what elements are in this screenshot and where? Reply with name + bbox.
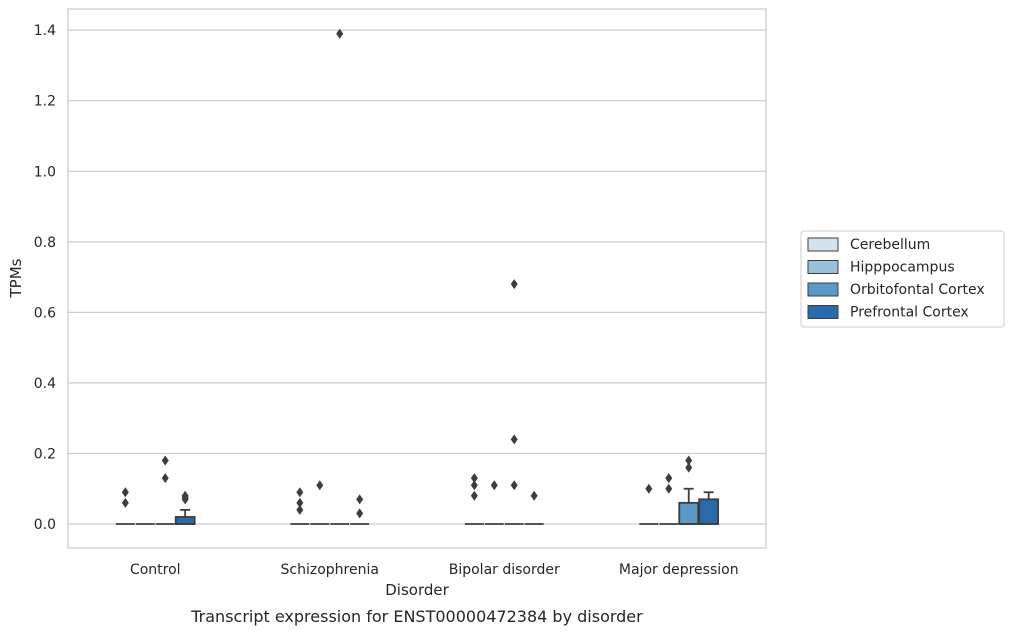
legend-label: Hipppocampus xyxy=(850,260,955,276)
outlier-point xyxy=(316,480,324,491)
y-tick-label: 1.2 xyxy=(34,94,56,110)
outlier-point xyxy=(296,487,304,498)
y-tick-label: 1.4 xyxy=(34,23,56,39)
y-tick-label: 0.4 xyxy=(34,376,56,392)
chart-caption: Transcript expression for ENST0000047238… xyxy=(190,607,643,626)
outlier-point xyxy=(336,28,344,39)
y-tick-label: 0.6 xyxy=(34,305,56,321)
outlier-point xyxy=(665,483,673,494)
outlier-point xyxy=(121,487,129,498)
box-2-3 xyxy=(678,487,700,525)
box-body xyxy=(678,501,700,525)
outlier-point xyxy=(470,473,478,484)
outlier-point xyxy=(510,480,518,491)
legend-label: Orbitofontal Cortex xyxy=(850,282,985,298)
gridlines xyxy=(68,29,766,525)
outlier-point xyxy=(356,494,364,505)
legend: Cerebellum Hipppocampus Orbitofontal Corte… xyxy=(800,230,1005,328)
x-tick-label: Bipolar disorder xyxy=(449,562,560,578)
outlier-point xyxy=(685,462,693,473)
x-tick-label: Control xyxy=(130,562,181,578)
outlier-point xyxy=(645,483,653,494)
outlier-point xyxy=(161,473,169,484)
y-tick-label: 1.0 xyxy=(34,164,56,180)
legend-swatch xyxy=(807,237,839,252)
y-axis-label: TPMs xyxy=(7,258,25,298)
box-3-3 xyxy=(698,491,720,525)
plot-frame xyxy=(67,8,767,549)
legend-label: Cerebellum xyxy=(850,237,930,253)
boxes xyxy=(115,487,720,525)
legend-swatch xyxy=(807,260,839,274)
legend-label: Prefrontal Cortex xyxy=(850,305,969,321)
outlier-point xyxy=(510,434,518,445)
outlier-point xyxy=(181,490,189,501)
x-axis-label: Disorder xyxy=(385,581,449,599)
legend-frame xyxy=(800,230,1005,328)
box-body xyxy=(174,516,196,525)
outliers xyxy=(121,28,693,519)
outlier-point xyxy=(665,473,673,484)
outlier-point xyxy=(356,508,364,519)
outlier-point xyxy=(161,455,169,466)
legend-swatch xyxy=(807,305,839,319)
outlier-point xyxy=(470,490,478,501)
outlier-point xyxy=(530,490,538,501)
y-tick-label: 0.2 xyxy=(34,446,56,462)
outlier-point xyxy=(510,279,518,290)
outlier-point xyxy=(121,497,129,508)
x-tick-label: Schizophrenia xyxy=(281,562,379,578)
outlier-point xyxy=(685,455,693,466)
box-3-0 xyxy=(174,509,196,525)
legend-swatch xyxy=(807,282,839,297)
outlier-point xyxy=(296,504,304,515)
x-tick-label: Major depression xyxy=(619,562,739,578)
outlier-point xyxy=(296,497,304,508)
x-tick-labels: Control Schizophrenia Bipolar disorder Majo… xyxy=(130,562,739,578)
y-tick-label: 0.8 xyxy=(34,235,56,251)
y-tick-label: 0.0 xyxy=(34,517,56,533)
box-body xyxy=(698,498,720,525)
outlier-point xyxy=(490,480,498,491)
y-tick-labels: 0.0 0.2 0.4 0.6 0.8 1.0 1.2 1.4 xyxy=(34,23,56,533)
outlier-point xyxy=(470,480,478,491)
